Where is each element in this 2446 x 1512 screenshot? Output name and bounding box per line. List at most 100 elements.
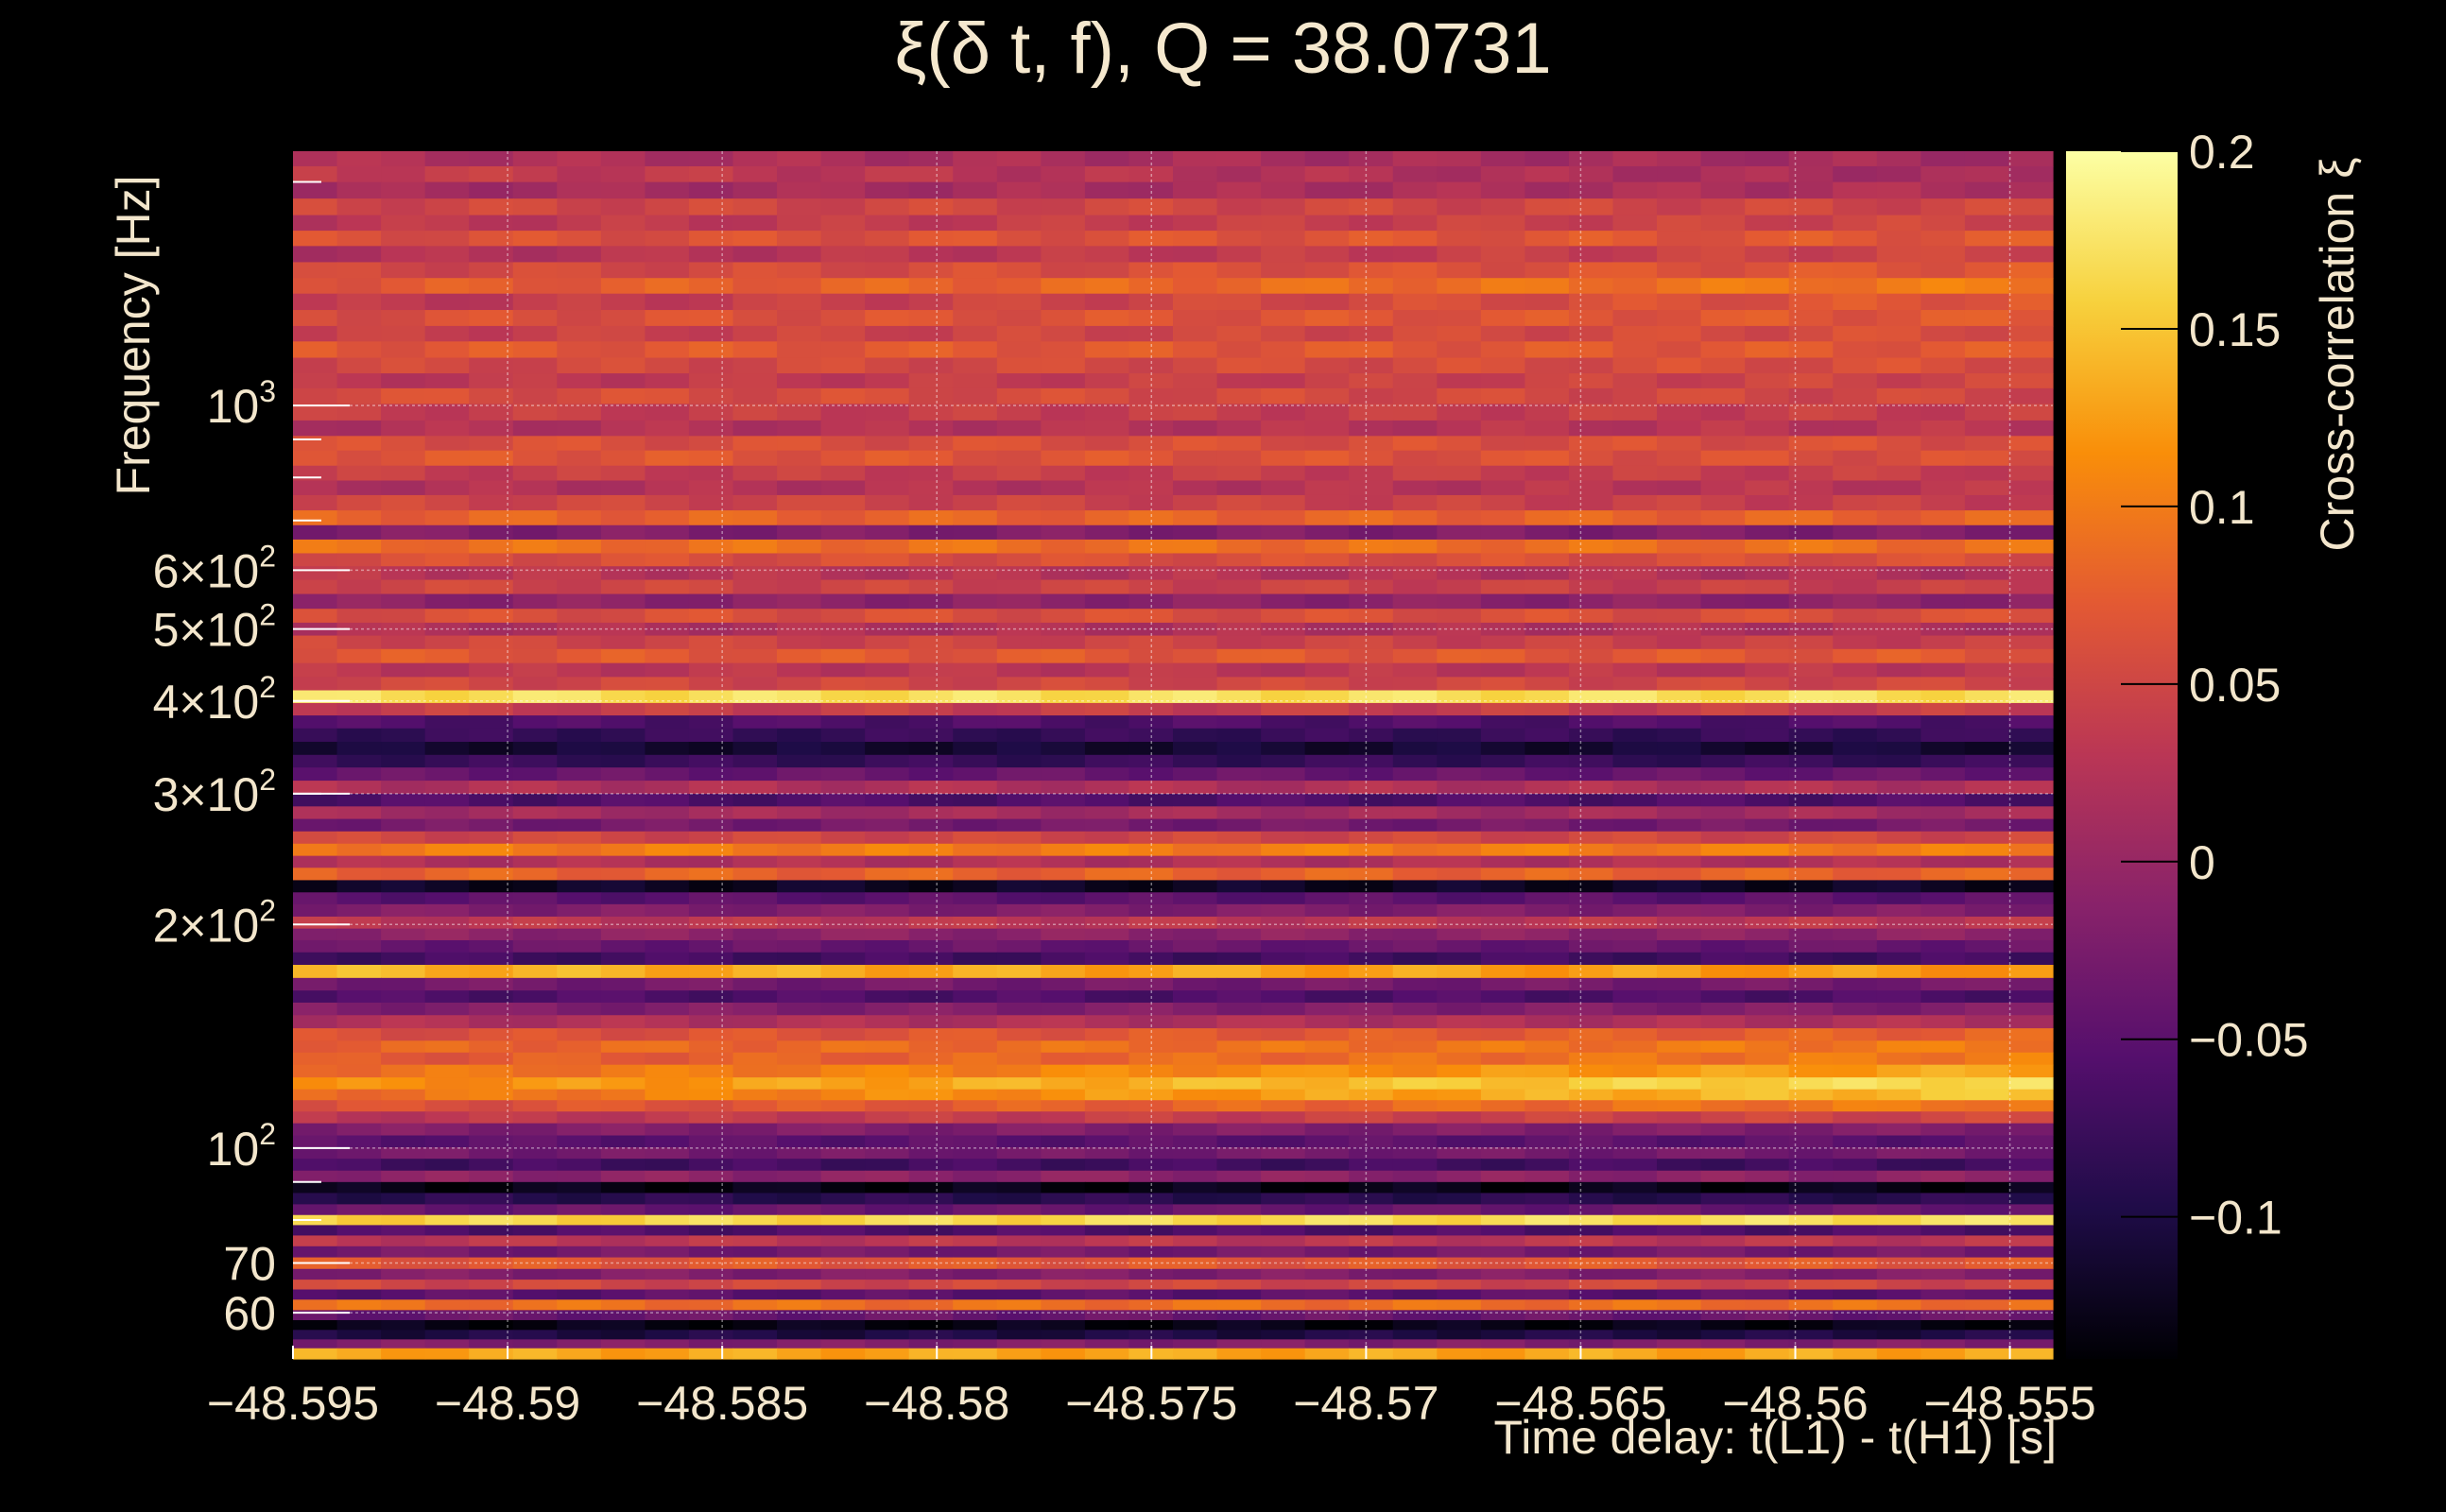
heatmap-cell [1612, 1235, 1658, 1247]
heatmap-cell [1524, 553, 1570, 567]
heatmap-cell [1657, 387, 1702, 405]
heatmap-cell [645, 1257, 690, 1270]
x-tick-label: −48.575 [1065, 1377, 1237, 1430]
heatmap-cell [688, 728, 734, 743]
heatmap-cell [1921, 741, 1966, 756]
heatmap-cell [865, 1111, 910, 1125]
heatmap-cell [1788, 1319, 1834, 1331]
heatmap-cell [1568, 781, 1614, 795]
heatmap-cell [600, 1257, 646, 1270]
heatmap-cell [1700, 754, 1746, 768]
heatmap-cell [381, 1111, 426, 1125]
heatmap-cell [424, 1246, 470, 1259]
heatmap-cell [1921, 928, 1966, 941]
heatmap-cell [820, 635, 866, 650]
heatmap-cell [1876, 1348, 1921, 1360]
heatmap-cell [1173, 781, 1218, 795]
heatmap-cell [732, 310, 778, 327]
heatmap-cell [1833, 781, 1878, 795]
heatmap-cell [1964, 278, 2010, 295]
heatmap-cell [600, 1123, 646, 1137]
heatmap-cell [1128, 1159, 1174, 1172]
heatmap-cell [1392, 1077, 1438, 1091]
heatmap-cell [1128, 754, 1174, 768]
heatmap-cell [1524, 465, 1570, 482]
heatmap-cell [777, 690, 822, 704]
heatmap-cell [1261, 662, 1306, 678]
heatmap-cell [512, 662, 558, 678]
heatmap-cell [953, 215, 998, 232]
heatmap-cell [293, 566, 338, 581]
heatmap-cell [908, 1052, 954, 1066]
heatmap-cell [424, 1123, 470, 1137]
heatmap-cell [1833, 843, 1878, 857]
heatmap-cell [732, 510, 778, 526]
heatmap-cell [1876, 609, 1921, 624]
heatmap-cell [865, 1159, 910, 1172]
heatmap-cell [1964, 1257, 2010, 1270]
x-axis-label: Time delay: t(L1) - t(H1) [s] [1494, 1411, 2057, 1464]
heatmap-cell [1568, 868, 1614, 882]
heatmap-cell [1964, 151, 2010, 167]
heatmap-cell [469, 1002, 514, 1016]
heatmap-cell [908, 539, 954, 555]
heatmap-cell [1041, 916, 1086, 930]
heatmap-cell [688, 1339, 734, 1349]
heatmap-cell [1568, 1064, 1614, 1078]
heatmap-cell [336, 480, 382, 496]
heatmap-cell [777, 1159, 822, 1172]
heatmap-cell [732, 1064, 778, 1078]
heatmap-cell [1745, 262, 1790, 279]
heatmap-cell [1657, 1225, 1702, 1237]
heatmap-cell [1128, 436, 1174, 452]
heatmap-cell [1568, 1225, 1614, 1237]
heatmap-cell [1216, 215, 1262, 232]
heatmap-cell [1084, 1214, 1130, 1227]
heatmap-cell [1261, 868, 1306, 882]
heatmap-cell [732, 1040, 778, 1054]
heatmap-cell [1041, 1123, 1086, 1137]
heatmap-cell [908, 818, 954, 833]
heatmap-cell [865, 1123, 910, 1137]
heatmap-cell [600, 1214, 646, 1227]
heatmap-cell [1304, 741, 1350, 756]
heatmap-cell [1392, 341, 1438, 359]
heatmap-cell [1304, 952, 1350, 966]
heatmap-cell [1349, 662, 1394, 678]
heatmap-cell [1128, 855, 1174, 868]
heatmap-cell [381, 262, 426, 279]
heatmap-cell [1876, 1299, 1921, 1311]
heatmap-cell [600, 1100, 646, 1112]
heatmap-cell [1745, 465, 1790, 482]
heatmap-cell [1964, 450, 2010, 467]
heatmap-cell [1437, 1015, 1482, 1029]
heatmap-cell [424, 767, 470, 782]
heatmap-cell [1921, 1310, 1966, 1321]
heatmap-cell [1216, 690, 1262, 704]
heatmap-cell [424, 806, 470, 820]
heatmap-cell [908, 1147, 954, 1160]
heatmap-cell [1216, 1123, 1262, 1137]
heatmap-cell [336, 231, 382, 247]
heatmap-cell [1216, 622, 1262, 637]
heatmap-cell [688, 977, 734, 991]
heatmap-cell [1568, 952, 1614, 966]
heatmap-cell [512, 1235, 558, 1247]
heatmap-cell [1261, 754, 1306, 768]
heatmap-cell [2008, 566, 2054, 581]
heatmap-cell [1216, 818, 1262, 833]
heatmap-cell [1612, 1225, 1658, 1237]
heatmap-cell [1876, 662, 1921, 678]
heatmap-cell [1921, 1170, 1966, 1183]
heatmap-cell [1745, 916, 1790, 930]
heatmap-cell [600, 831, 646, 845]
heatmap-cell [1128, 928, 1174, 941]
heatmap-cell [777, 1225, 822, 1237]
heatmap-cell [777, 1330, 822, 1340]
heatmap-cell [996, 1330, 1042, 1340]
heatmap-cell [1128, 1257, 1174, 1270]
heatmap-cell [1084, 1002, 1130, 1016]
heatmap-cell [996, 293, 1042, 311]
heatmap-cell [1700, 767, 1746, 782]
heatmap-cell [424, 539, 470, 555]
